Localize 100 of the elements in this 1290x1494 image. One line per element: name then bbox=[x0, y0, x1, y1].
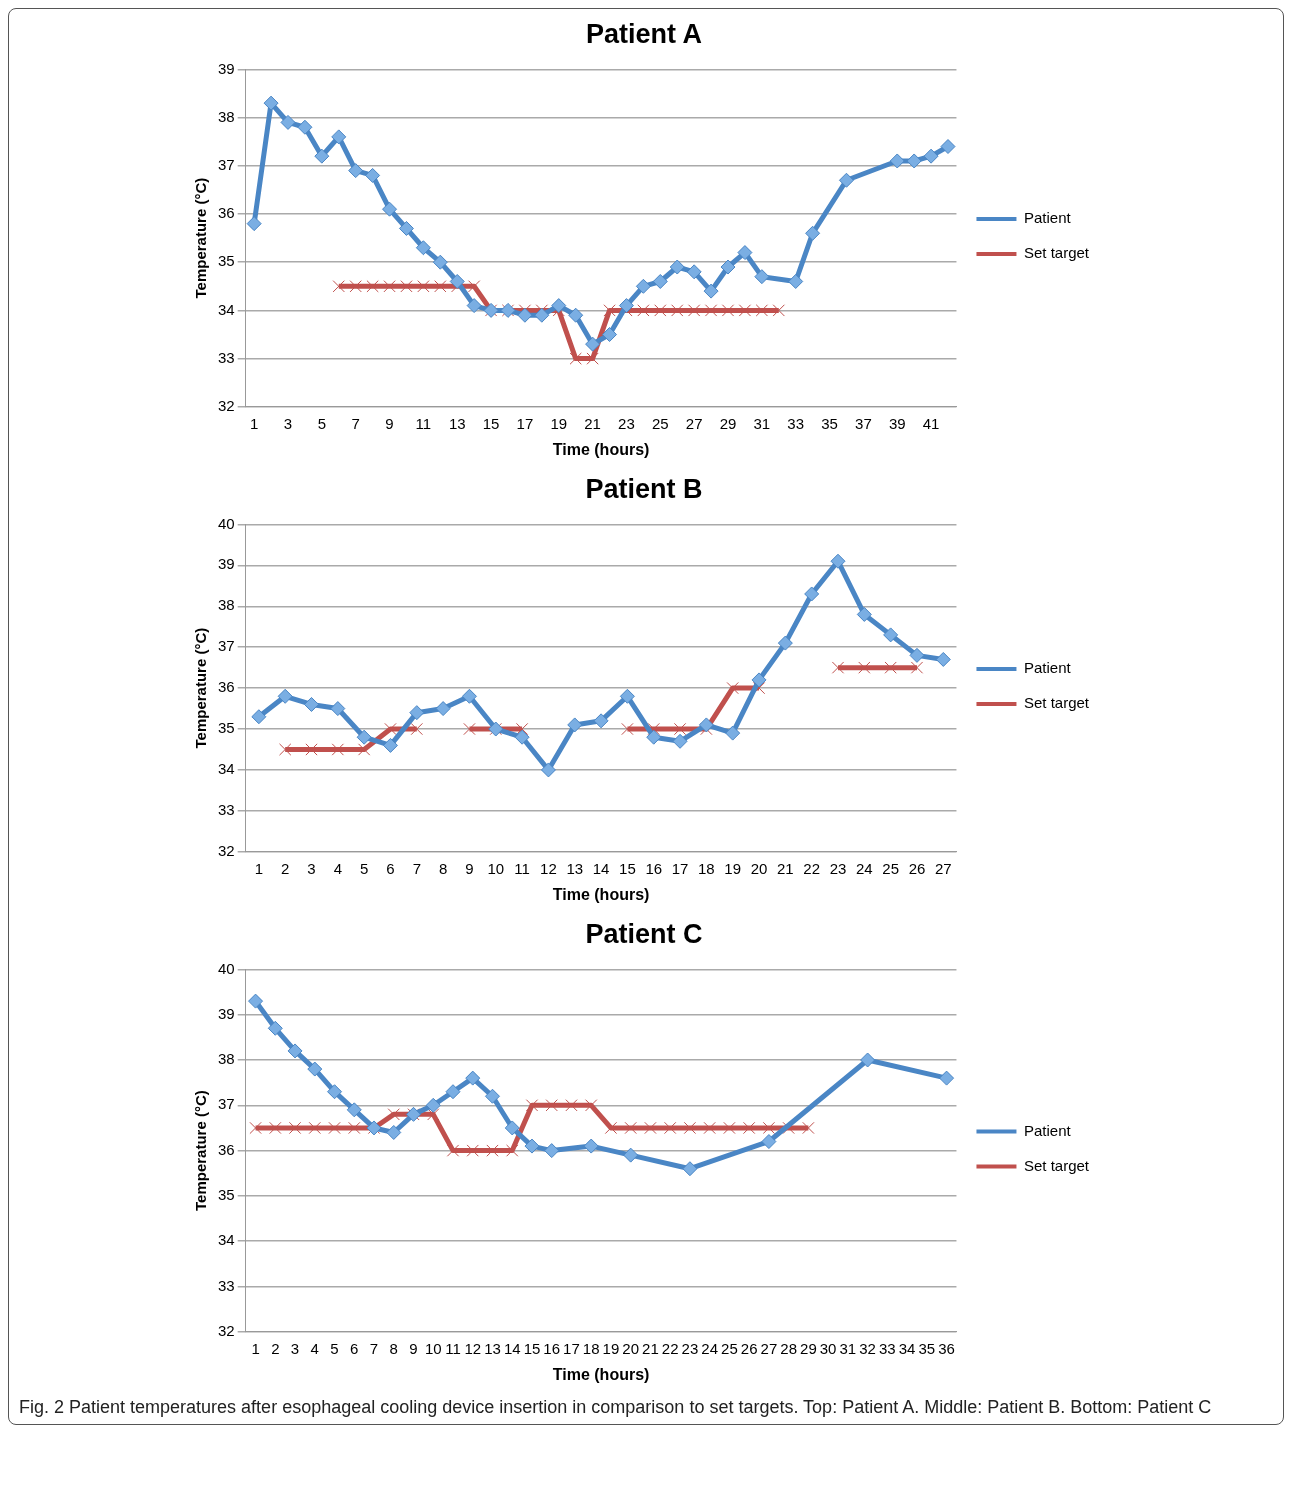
x-tick-label: 35 bbox=[918, 1339, 936, 1357]
x-tick-label: 8 bbox=[438, 859, 448, 877]
y-tick-label: 32 bbox=[218, 396, 235, 414]
y-tick-label: 32 bbox=[218, 841, 235, 859]
x-tick-label: 3 bbox=[307, 859, 316, 877]
x-tick-label: 2 bbox=[271, 1339, 280, 1357]
x-tick-label: 9 bbox=[409, 1339, 418, 1357]
x-tick-label: 41 bbox=[922, 414, 940, 432]
x-tick-label: 10 bbox=[424, 1339, 442, 1357]
x-tick-label: 13 bbox=[448, 414, 466, 432]
x-axis-title: Time (hours) bbox=[552, 885, 650, 903]
x-tick-label: 2 bbox=[281, 859, 290, 877]
x-tick-label: 16 bbox=[543, 1339, 561, 1357]
x-tick-label: 28 bbox=[780, 1339, 797, 1357]
x-tick-label: 24 bbox=[701, 1339, 719, 1357]
x-tick-label: 9 bbox=[385, 414, 394, 432]
x-tick-label: 34 bbox=[898, 1339, 916, 1357]
x-tick-label: 26 bbox=[740, 1339, 758, 1357]
y-tick-label: 35 bbox=[218, 719, 235, 737]
x-tick-label: 1 bbox=[249, 414, 259, 432]
chart-title: Patient B bbox=[585, 473, 703, 504]
legend-label: Set target bbox=[1023, 694, 1090, 712]
legend-label: Set target bbox=[1023, 1156, 1090, 1174]
y-tick-label: 38 bbox=[218, 1050, 235, 1068]
x-tick-label: 31 bbox=[839, 1339, 857, 1357]
x-tick-label: 22 bbox=[803, 859, 821, 877]
x-tick-label: 12 bbox=[540, 859, 557, 877]
x-tick-label: 21 bbox=[584, 414, 601, 432]
y-axis-title: Temperature (°C) bbox=[192, 1090, 210, 1211]
x-tick-label: 7 bbox=[412, 859, 421, 877]
x-tick-label: 29 bbox=[719, 414, 737, 432]
x-axis-title: Time (hours) bbox=[552, 440, 650, 458]
chart-title: Patient A bbox=[585, 18, 703, 49]
x-tick-label: 23 bbox=[681, 1339, 699, 1357]
x-tick-label: 4 bbox=[310, 1339, 319, 1357]
x-tick-label: 19 bbox=[724, 859, 742, 877]
y-tick-label: 33 bbox=[218, 801, 235, 819]
x-tick-label: 9 bbox=[465, 859, 474, 877]
y-tick-label: 37 bbox=[218, 637, 235, 655]
x-tick-label: 24 bbox=[855, 859, 873, 877]
y-tick-label: 40 bbox=[218, 959, 235, 977]
x-tick-label: 27 bbox=[685, 414, 703, 432]
y-tick-label: 40 bbox=[218, 514, 235, 532]
y-tick-label: 37 bbox=[218, 1095, 235, 1113]
y-tick-label: 38 bbox=[218, 596, 235, 614]
y-tick-label: 36 bbox=[218, 678, 235, 696]
x-axis-title: Time (hours) bbox=[552, 1365, 650, 1383]
y-tick-label: 37 bbox=[218, 155, 235, 173]
x-tick-label: 33 bbox=[787, 414, 805, 432]
x-tick-label: 35 bbox=[821, 414, 838, 432]
x-tick-label: 5 bbox=[330, 1339, 339, 1357]
x-tick-label: 25 bbox=[651, 414, 669, 432]
x-tick-label: 11 bbox=[445, 1339, 461, 1357]
y-tick-label: 39 bbox=[218, 59, 235, 77]
y-tick-label: 39 bbox=[218, 1004, 235, 1022]
legend-label: Set target bbox=[1023, 244, 1090, 262]
x-tick-label: 31 bbox=[753, 414, 771, 432]
y-tick-label: 33 bbox=[218, 1276, 235, 1294]
x-tick-label: 14 bbox=[592, 859, 610, 877]
legend-label: Patient bbox=[1023, 659, 1072, 677]
x-tick-label: 21 bbox=[642, 1339, 659, 1357]
x-tick-label: 7 bbox=[369, 1339, 379, 1357]
chart-title: Patient C bbox=[585, 918, 703, 949]
x-tick-label: 1 bbox=[254, 859, 264, 877]
x-tick-label: 17 bbox=[671, 859, 689, 877]
legend-label: Patient bbox=[1023, 209, 1072, 227]
y-tick-label: 35 bbox=[218, 252, 235, 270]
x-tick-label: 26 bbox=[908, 859, 926, 877]
x-tick-label: 23 bbox=[829, 859, 847, 877]
legend-label: Patient bbox=[1023, 1121, 1072, 1139]
x-tick-label: 33 bbox=[879, 1339, 896, 1357]
x-tick-label: 21 bbox=[777, 859, 794, 877]
x-tick-label: 20 bbox=[750, 859, 768, 877]
x-tick-label: 14 bbox=[503, 1339, 521, 1357]
x-tick-label: 22 bbox=[661, 1339, 679, 1357]
y-tick-label: 38 bbox=[218, 107, 235, 125]
x-tick-label: 25 bbox=[721, 1339, 738, 1357]
y-tick-label: 35 bbox=[218, 1186, 235, 1204]
x-tick-label: 37 bbox=[855, 414, 872, 432]
x-tick-label: 12 bbox=[464, 1339, 482, 1357]
y-tick-label: 36 bbox=[218, 204, 235, 222]
x-tick-label: 11 bbox=[415, 414, 432, 432]
x-tick-label: 17 bbox=[563, 1339, 580, 1357]
y-axis-title: Temperature (°C) bbox=[192, 177, 210, 299]
x-tick-label: 15 bbox=[523, 1339, 541, 1357]
x-tick-label: 13 bbox=[484, 1339, 501, 1357]
y-axis-title: Temperature (°C) bbox=[192, 627, 210, 749]
x-tick-label: 15 bbox=[482, 414, 500, 432]
y-tick-label: 39 bbox=[218, 555, 235, 573]
x-tick-label: 3 bbox=[283, 414, 293, 432]
x-tick-label: 7 bbox=[351, 414, 360, 432]
caption: Fig. 2 Patient temperatures after esophageal cooling device insertion in comparison to set targets. Top: Patient A. Middle: Patient B. Bottom: Patient C bbox=[18, 1396, 1213, 1418]
x-tick-label: 3 bbox=[290, 1339, 300, 1357]
x-tick-label: 29 bbox=[800, 1339, 817, 1357]
x-tick-label: 10 bbox=[487, 859, 505, 877]
y-tick-label: 34 bbox=[218, 1231, 235, 1249]
x-tick-label: 18 bbox=[582, 1339, 600, 1357]
x-tick-label: 27 bbox=[934, 859, 952, 877]
x-tick-label: 17 bbox=[516, 414, 534, 432]
x-tick-label: 36 bbox=[938, 1339, 955, 1357]
